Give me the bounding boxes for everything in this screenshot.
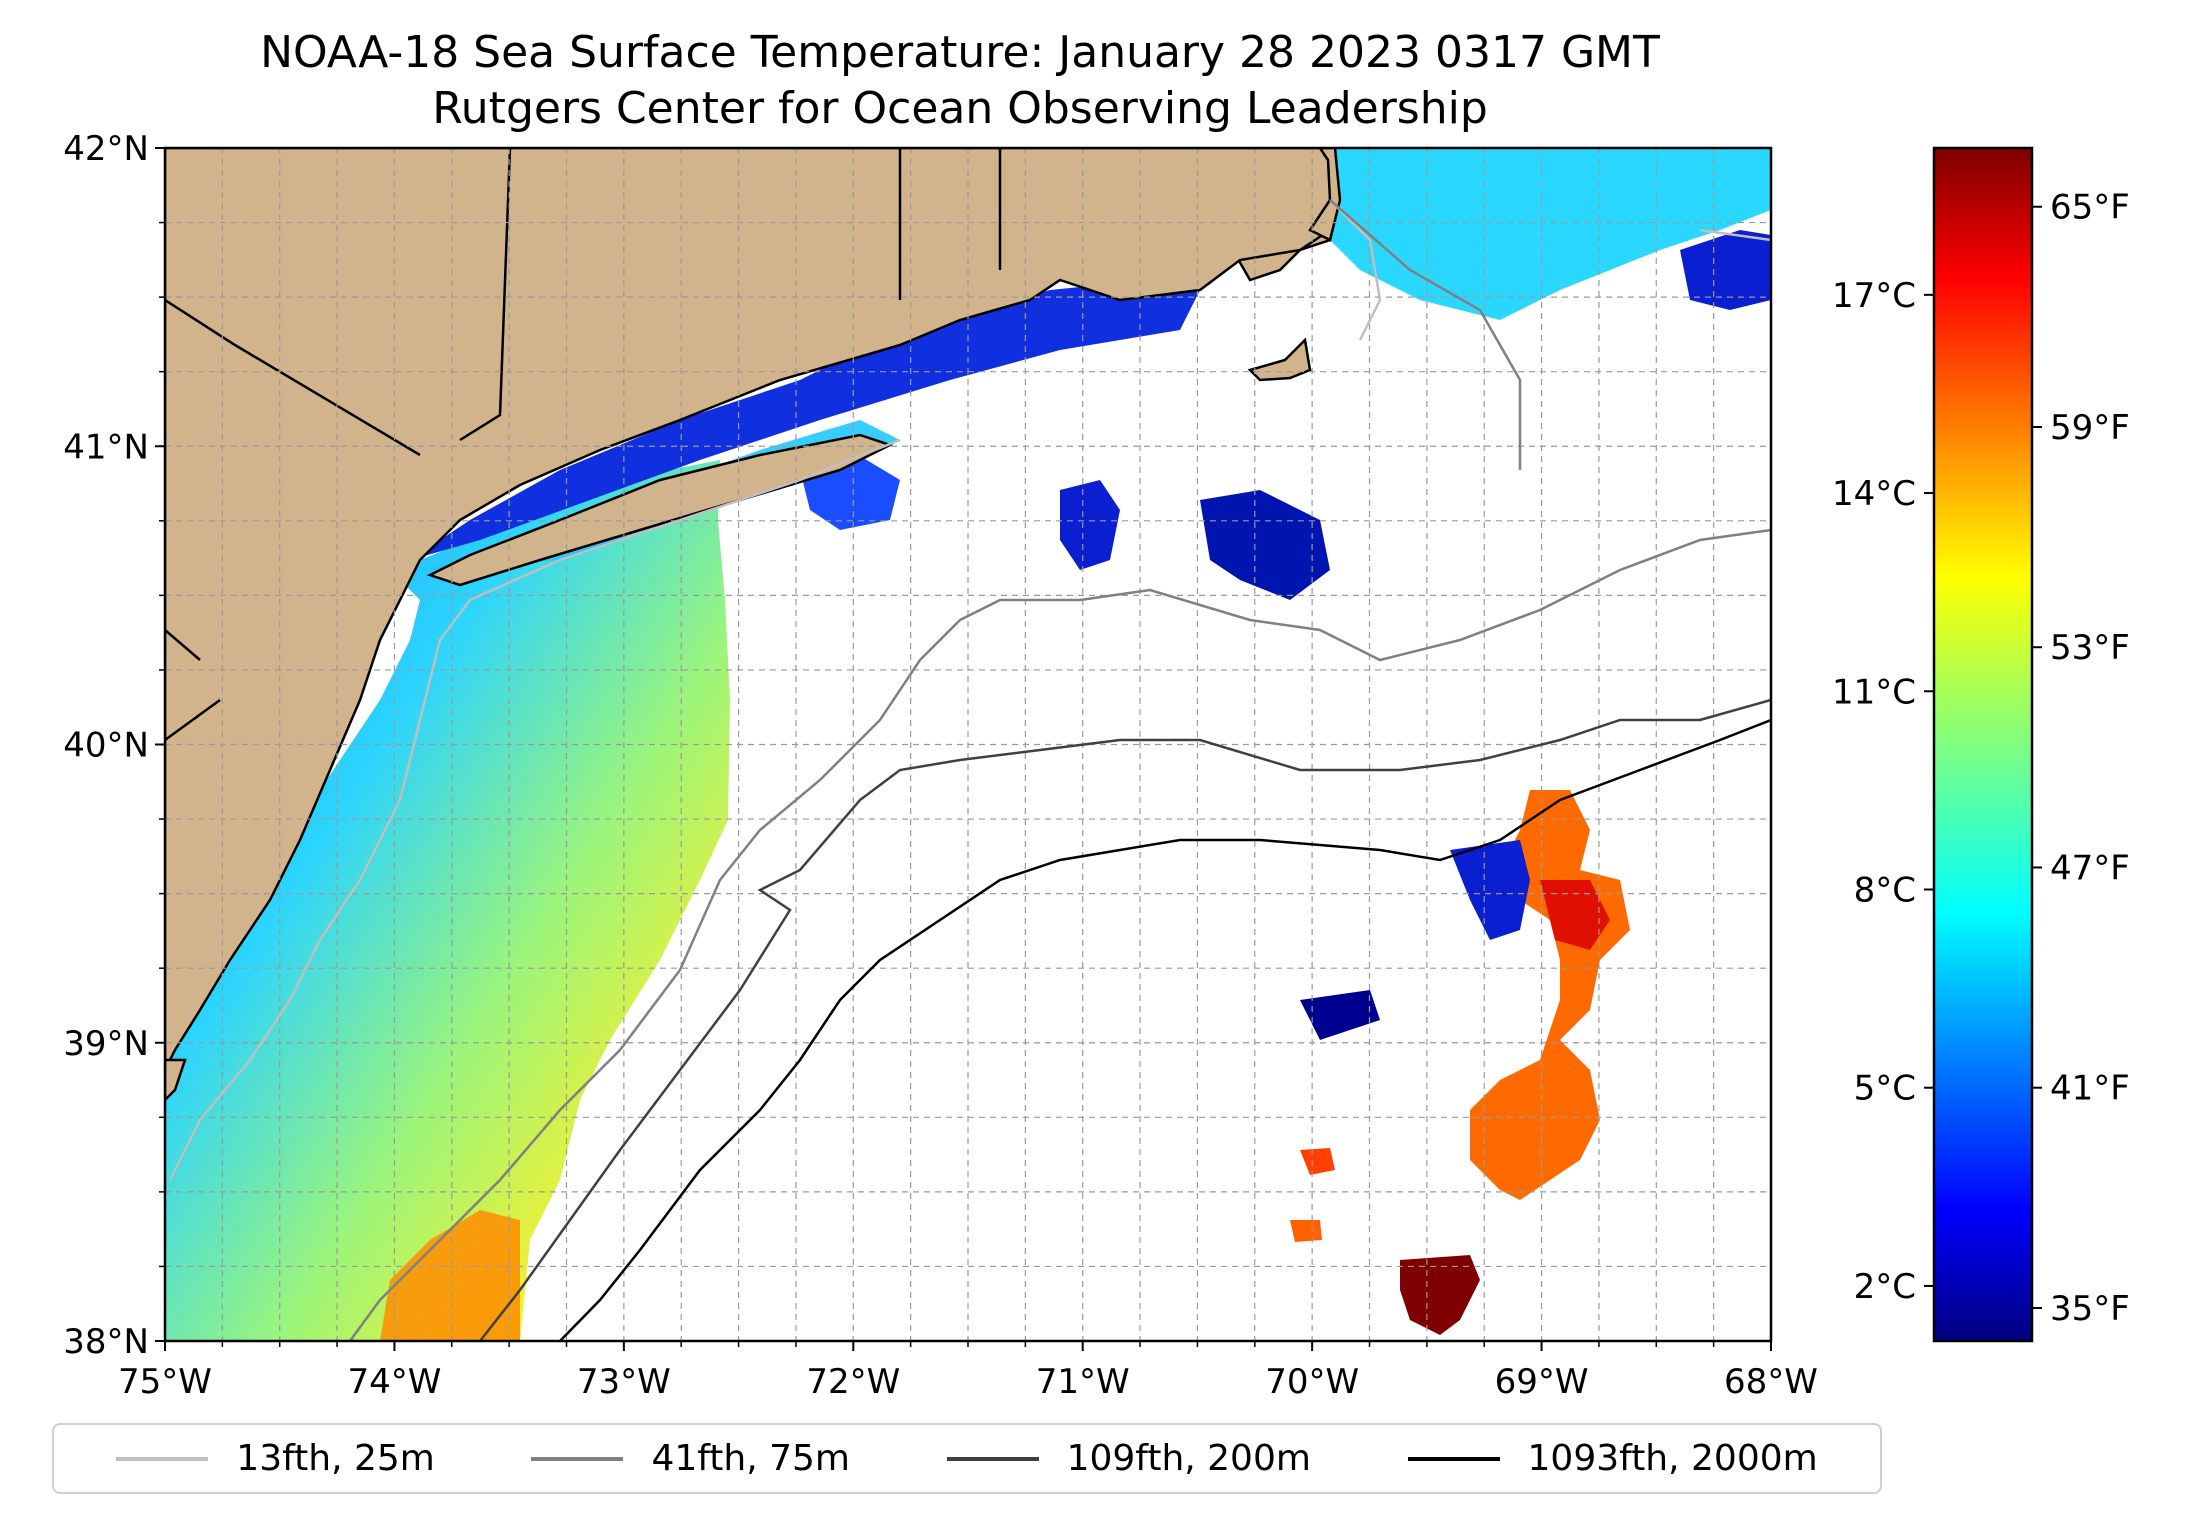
legend-entry-200m: 109fth, 200m bbox=[946, 1438, 1311, 1479]
state-borders bbox=[165, 148, 1002, 742]
colorbar-c-label: 8°C bbox=[1854, 870, 1916, 910]
x-tick-label: 68°W bbox=[1724, 1362, 1818, 1402]
sst-warm-eddy-red bbox=[1540, 880, 1610, 950]
isobath-75m bbox=[348, 199, 1771, 1341]
legend-entry-25m: 13fth, 25m bbox=[116, 1438, 435, 1479]
colorbar-f-label: 53°F bbox=[2050, 628, 2130, 668]
isobath-200m bbox=[479, 698, 1771, 1341]
y-tick-label: 40°N bbox=[63, 726, 149, 766]
y-axis: 42°N 41°N 40°N 39°N 38°N bbox=[63, 129, 165, 1362]
land-cape-cod bbox=[1308, 148, 1342, 242]
x-tick-label: 75°W bbox=[118, 1362, 212, 1402]
sst-small-warm-1 bbox=[1300, 1148, 1335, 1175]
isobath-legend: 13fth, 25m 41fth, 75m 109fth, 200m 1093f… bbox=[52, 1423, 1882, 1494]
colorbar-c-label: 11°C bbox=[1832, 672, 1916, 712]
colorbar-f-label: 35°F bbox=[2050, 1289, 2130, 1329]
x-axis: 75°W 74°W 73°W 72°W 71°W 70°W 69°W 68°W bbox=[118, 1341, 1818, 1402]
sst-hot-patch-south bbox=[1400, 1255, 1480, 1335]
y-tick-label: 42°N bbox=[63, 129, 149, 169]
legend-entry-75m: 41fth, 75m bbox=[531, 1438, 850, 1479]
sst-cold-patch-near-eddy bbox=[1450, 840, 1530, 940]
sst-cold-patch-ne bbox=[1680, 230, 1771, 310]
legend-entry-2000m: 1093fth, 2000m bbox=[1407, 1438, 1818, 1479]
map-subtitle: Rutgers Center for Ocean Observing Leade… bbox=[432, 83, 1488, 134]
legend-line-75m bbox=[531, 1456, 624, 1461]
x-tick-label: 74°W bbox=[347, 1362, 441, 1402]
colorbar-fahrenheit-axis: 65°F 59°F 53°F 47°F 41°F 35°F bbox=[2032, 188, 2130, 1329]
x-tick-label: 71°W bbox=[1036, 1362, 1130, 1402]
y-tick-label: 38°N bbox=[63, 1322, 149, 1362]
map-area bbox=[165, 148, 1771, 1341]
sst-shelf-region bbox=[165, 460, 730, 1341]
y-tick-label: 39°N bbox=[63, 1024, 149, 1064]
colorbar-f-label: 41°F bbox=[2050, 1069, 2130, 1109]
isobath-lines bbox=[168, 199, 1771, 1341]
legend-label-25m: 13fth, 25m bbox=[236, 1438, 435, 1479]
x-tick-label: 69°W bbox=[1495, 1362, 1589, 1402]
y-tick-label: 41°N bbox=[63, 427, 149, 467]
land-new-england bbox=[165, 148, 1332, 1071]
x-tick-label: 72°W bbox=[806, 1362, 900, 1402]
land-nantucket bbox=[1247, 337, 1312, 382]
colorbar-f-label: 59°F bbox=[2050, 408, 2130, 448]
sst-cold-blob-1 bbox=[1060, 480, 1120, 570]
sst-gulf-of-maine-region bbox=[1320, 148, 1771, 320]
x-tick-label: 73°W bbox=[577, 1362, 671, 1402]
colorbar-f-label: 47°F bbox=[2050, 848, 2130, 888]
land-delmarva bbox=[165, 1058, 187, 1102]
map-title: NOAA-18 Sea Surface Temperature: January… bbox=[260, 27, 1660, 78]
sst-cold-coastal-strip bbox=[410, 280, 1200, 560]
isobath-2000m bbox=[559, 718, 1771, 1341]
sst-small-warm-2 bbox=[1290, 1220, 1322, 1242]
colorbar-c-label: 2°C bbox=[1854, 1267, 1916, 1307]
map-gridlines bbox=[165, 148, 1771, 1341]
legend-label-200m: 109fth, 200m bbox=[1066, 1438, 1311, 1479]
colorbar bbox=[1932, 146, 2034, 1343]
colorbar-c-label: 14°C bbox=[1832, 474, 1916, 514]
colorbar-f-label: 65°F bbox=[2050, 188, 2130, 228]
isobath-25m bbox=[168, 199, 1771, 1181]
sst-cold-blob-2 bbox=[1200, 490, 1330, 600]
colorbar-c-label: 5°C bbox=[1854, 1069, 1916, 1109]
legend-line-200m bbox=[946, 1456, 1039, 1461]
legend-label-2000m: 1093fth, 2000m bbox=[1527, 1438, 1818, 1479]
x-tick-label: 70°W bbox=[1265, 1362, 1359, 1402]
sst-small-cold-1 bbox=[1300, 990, 1380, 1040]
legend-line-2000m bbox=[1407, 1456, 1500, 1461]
colorbar-c-label: 17°C bbox=[1832, 276, 1916, 316]
colorbar-celsius-axis: 17°C 14°C 11°C 8°C 5°C 2°C bbox=[1832, 276, 1934, 1307]
legend-line-25m bbox=[116, 1456, 209, 1461]
sst-warm-patch-south bbox=[380, 1210, 520, 1341]
legend-label-75m: 41fth, 75m bbox=[651, 1438, 850, 1479]
